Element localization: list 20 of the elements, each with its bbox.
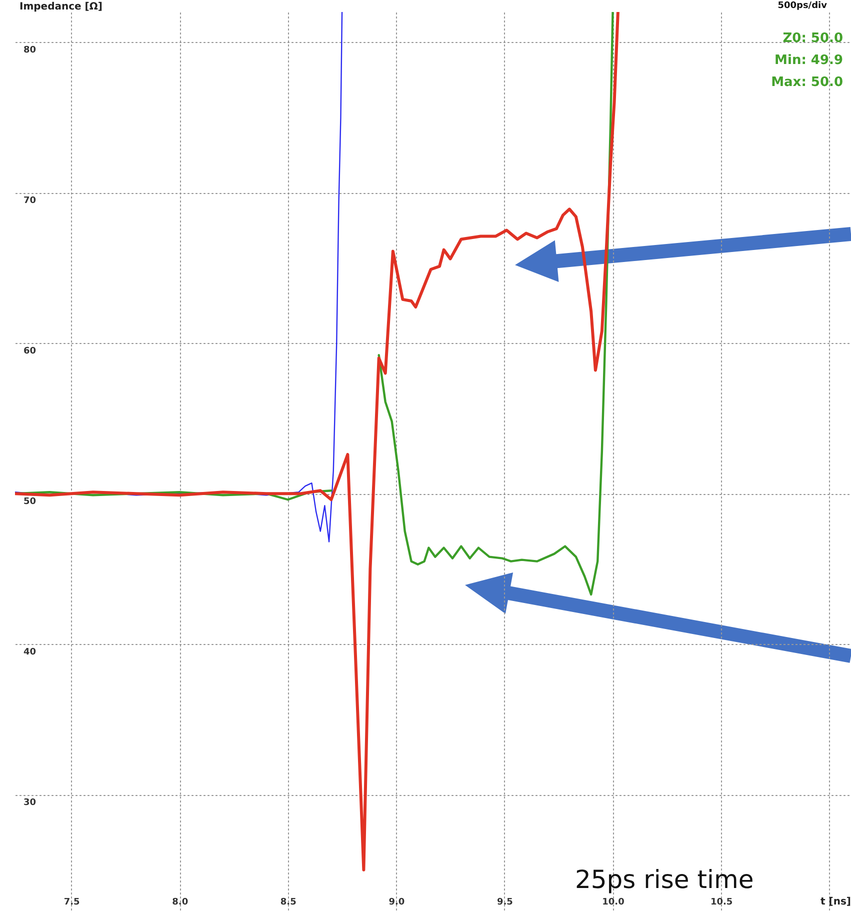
x-axis-title: t [ns] — [820, 896, 851, 908]
y-tick-label: 60 — [24, 346, 36, 357]
x-tick-label: 8.5 — [280, 898, 296, 908]
annotation: 25ps rise time — [575, 865, 754, 894]
x-tick-label: 9.5 — [496, 898, 513, 908]
x-tick-label: 9.0 — [388, 898, 405, 908]
annotation: Max: 50.0 — [771, 75, 843, 90]
y-tick-label: 30 — [24, 798, 36, 808]
x-tick-label: 10.0 — [602, 898, 624, 908]
y-tick-label: 50 — [24, 497, 36, 508]
y-tick-label: 40 — [24, 648, 36, 658]
annotation: Z0: 50.0 — [782, 31, 843, 46]
x-tick-label: 10.5 — [710, 898, 733, 908]
annotation: Min: 49.9 — [774, 53, 843, 68]
y-tick-label: 70 — [24, 196, 36, 206]
x-tick-label: 8.0 — [172, 898, 188, 908]
x-tick-label: 7.5 — [64, 898, 80, 908]
y-axis-title: Impedance [Ω] — [20, 2, 102, 12]
y-tick-label: 80 — [24, 46, 36, 56]
text: 500ps/div — [778, 1, 828, 11]
